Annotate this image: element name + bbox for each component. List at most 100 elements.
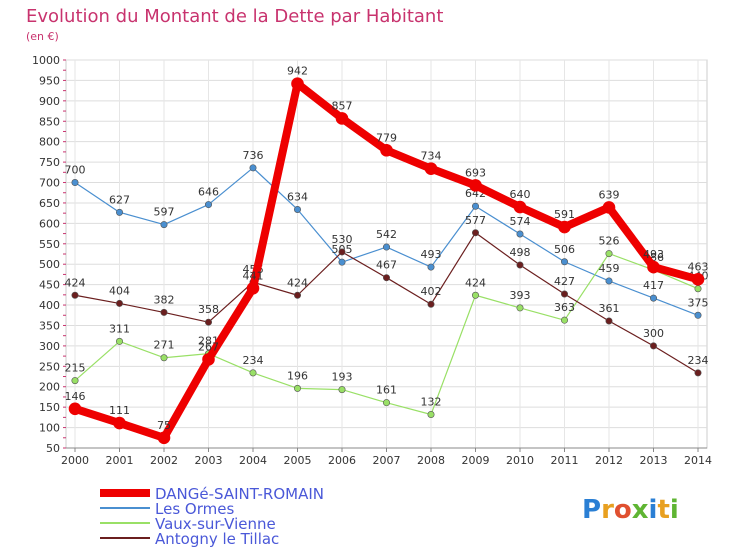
data-point <box>649 294 657 302</box>
data-point <box>293 291 301 299</box>
data-label: 271 <box>154 339 175 352</box>
data-label: 75 <box>157 419 171 432</box>
data-point <box>249 164 257 172</box>
legend-label: DANGé-SAINT-ROMAIN <box>155 485 324 503</box>
axes: 50 100 150 200 250 300 350 400 450 500 550 600 650 70… <box>32 54 712 467</box>
data-point <box>516 261 524 269</box>
data-label: 542 <box>376 228 397 241</box>
data-label: 467 <box>376 259 397 272</box>
data-label: 111 <box>109 404 130 417</box>
data-point <box>113 416 126 430</box>
data-point <box>116 208 124 216</box>
logo-letter: P <box>582 495 601 525</box>
x-tick-label: 2006 <box>328 454 356 467</box>
y-tick-label: 200 <box>39 381 60 394</box>
data-label: 393 <box>510 289 531 302</box>
data-point <box>338 386 346 394</box>
logo-letter: t <box>657 495 669 525</box>
data-label: 693 <box>465 166 486 179</box>
data-point <box>249 369 257 377</box>
x-tick-label: 2007 <box>373 454 401 467</box>
legend-item: Les Ormes <box>100 500 234 518</box>
data-label: 402 <box>421 285 442 298</box>
data-point <box>560 258 568 266</box>
data-point <box>602 201 616 214</box>
data-point <box>291 77 304 90</box>
data-label: 358 <box>198 303 219 316</box>
y-tick-label: 600 <box>39 217 60 230</box>
y-tick-label: 300 <box>39 340 60 353</box>
data-label: 634 <box>287 190 308 203</box>
x-tick-label: 2003 <box>195 454 223 467</box>
x-tick-label: 2008 <box>417 454 445 467</box>
data-point <box>160 308 168 316</box>
data-point <box>647 260 660 274</box>
data-point <box>513 200 527 214</box>
data-label: 132 <box>421 396 442 409</box>
data-label: 424 <box>287 276 308 289</box>
data-point <box>560 316 568 324</box>
data-point <box>160 221 168 229</box>
data-point <box>516 230 524 238</box>
x-tick-label: 2009 <box>462 454 490 467</box>
logo-letter: i <box>670 495 679 525</box>
y-tick-label: 350 <box>39 319 60 332</box>
data-point <box>469 179 482 192</box>
legend-item: DANGé-SAINT-ROMAIN <box>100 485 324 503</box>
data-point <box>649 342 657 350</box>
data-label: 441 <box>243 269 264 282</box>
data-point <box>471 291 479 299</box>
data-label: 700 <box>65 164 86 177</box>
series-les-ormes: 7006275976467366345055424936425745064594… <box>65 149 709 319</box>
data-point <box>516 304 524 312</box>
data-point <box>424 162 438 175</box>
data-point <box>160 354 168 362</box>
data-label: 424 <box>65 276 86 289</box>
y-tick-label: 950 <box>39 74 60 87</box>
data-label: 234 <box>688 354 709 367</box>
data-label: 382 <box>154 293 175 306</box>
data-label: 597 <box>154 206 175 219</box>
data-label: 857 <box>332 99 353 112</box>
data-point <box>157 431 171 445</box>
legend-label: Vaux-sur-Vienne <box>155 515 276 533</box>
data-label: 646 <box>198 186 219 199</box>
data-label: 161 <box>376 384 397 397</box>
y-tick-label: 250 <box>39 360 60 373</box>
data-label: 779 <box>376 131 397 144</box>
y-tick-label: 50 <box>46 442 60 455</box>
x-tick-label: 2001 <box>106 454 134 467</box>
x-tick-label: 2014 <box>684 454 712 467</box>
legend-label: Antogny le Tillac <box>155 530 279 548</box>
data-point <box>116 337 124 345</box>
data-point <box>694 311 702 319</box>
data-label: 363 <box>554 301 575 314</box>
data-point <box>694 285 702 293</box>
y-tick-label: 700 <box>39 177 60 190</box>
data-label: 942 <box>287 65 308 78</box>
data-label: 404 <box>109 284 130 297</box>
y-tick-label: 450 <box>39 279 60 292</box>
data-label: 627 <box>109 193 130 206</box>
data-label: 427 <box>554 275 575 288</box>
x-tick-label: 2010 <box>506 454 534 467</box>
data-point <box>293 384 301 392</box>
data-point <box>246 282 260 295</box>
data-label: 591 <box>554 208 575 221</box>
data-point <box>605 250 613 258</box>
data-label: 311 <box>109 322 130 335</box>
data-label: 734 <box>421 150 442 163</box>
data-point <box>116 299 124 307</box>
y-tick-label: 100 <box>39 422 60 435</box>
data-label: 493 <box>643 248 664 261</box>
data-point <box>71 179 79 187</box>
data-label: 493 <box>421 248 442 261</box>
data-label: 640 <box>510 188 531 201</box>
data-point <box>338 248 346 256</box>
data-point <box>471 229 479 237</box>
x-tick-label: 2011 <box>551 454 579 467</box>
data-point <box>382 399 390 407</box>
data-label: 267 <box>198 340 219 353</box>
x-tick-label: 2000 <box>61 454 89 467</box>
